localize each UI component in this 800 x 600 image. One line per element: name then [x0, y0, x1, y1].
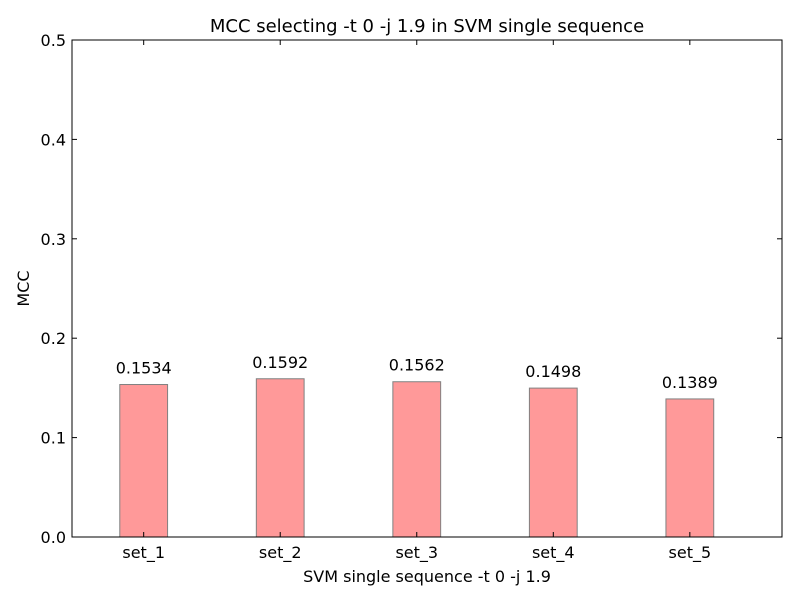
- y-tick-label: 0.1: [41, 429, 66, 448]
- bar-set_2: [255, 378, 305, 538]
- bars-layer: [119, 378, 715, 538]
- y-tick-label: 0.2: [41, 329, 66, 348]
- plot-frame: [71, 39, 783, 538]
- data-labels-layer: 0.1534 0.1592 0.1562 0.1498 0.1389: [116, 353, 718, 392]
- x-tick-label-set_4: set_4: [532, 543, 575, 563]
- x-tick-label-set_5: set_5: [669, 543, 712, 563]
- bar-set_1: [119, 384, 169, 538]
- data-label-set_1: 0.1534: [116, 359, 172, 378]
- data-label-set_3: 0.1562: [389, 356, 445, 375]
- y-axis-label: MCC: [14, 270, 33, 306]
- data-label-set_2: 0.1592: [252, 353, 308, 372]
- y-tick-label: 0.0: [41, 528, 66, 547]
- chart-title: MCC selecting -t 0 -j 1.9 in SVM single …: [210, 16, 644, 37]
- x-tick-label-set_2: set_2: [259, 543, 302, 563]
- x-tick-label-set_3: set_3: [395, 543, 438, 563]
- ticks-layer: set_1 set_2 set_3 set_4 set_5 0.0 0.1 0.2 0.3 0.4…: [41, 31, 782, 563]
- data-label-set_4: 0.1498: [525, 362, 581, 381]
- bar-set_3: [392, 381, 442, 538]
- bar-set_4: [528, 387, 578, 538]
- y-tick-label: 0.3: [41, 230, 66, 249]
- x-tick-label-set_1: set_1: [122, 543, 165, 563]
- x-axis-label: SVM single sequence -t 0 -j 1.9: [303, 567, 551, 586]
- data-label-set_5: 0.1389: [662, 373, 718, 392]
- bar-set_5: [665, 398, 715, 538]
- y-tick-label: 0.4: [41, 130, 66, 149]
- y-tick-label: 0.5: [41, 31, 66, 50]
